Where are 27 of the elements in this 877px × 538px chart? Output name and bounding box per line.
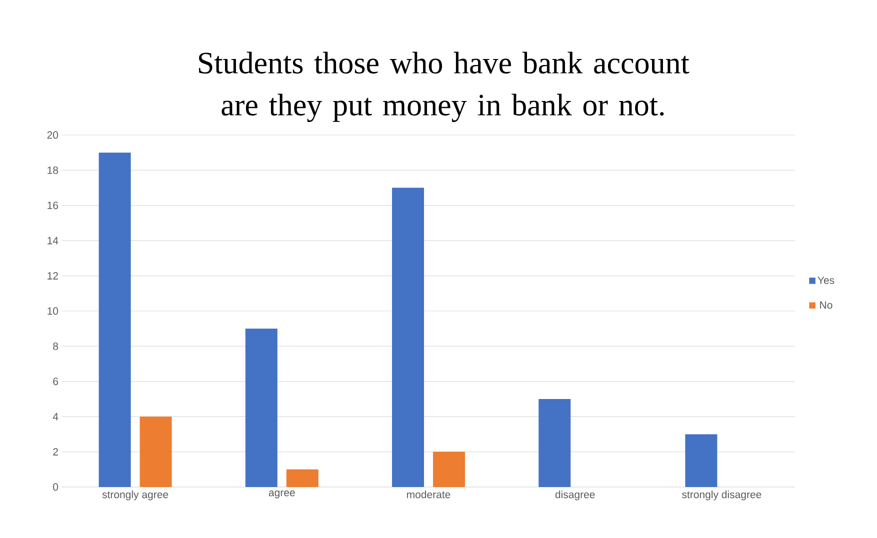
y-tick-label: 14 xyxy=(48,236,58,244)
y-tick-label: 0 xyxy=(53,483,58,491)
y-tick-label: 10 xyxy=(48,307,58,315)
y-tick-label: 18 xyxy=(48,166,58,174)
chart-title: Students those who have bank account are they put money in bank or not. xyxy=(199,52,690,122)
bar xyxy=(538,399,571,487)
bar xyxy=(286,469,318,487)
bar xyxy=(245,328,278,487)
x-tick-label: strongly disagree xyxy=(682,490,762,500)
legend-label: Yes xyxy=(818,276,834,284)
bar xyxy=(98,152,131,487)
x-tick-label: moderate xyxy=(407,490,450,498)
x-tick-label: agree xyxy=(268,490,295,498)
y-tick-label: 6 xyxy=(53,378,58,386)
y-tick-label: 4 xyxy=(52,412,58,420)
bar xyxy=(392,188,424,487)
y-tick-label: 2 xyxy=(53,448,58,456)
legend-label: No xyxy=(820,301,832,309)
x-tick-label: disagree xyxy=(555,490,595,500)
x-tick-label: strongly agree xyxy=(102,490,168,500)
y-tick-label: 8 xyxy=(53,342,58,350)
y-tick-label: 20 xyxy=(47,131,58,139)
bar xyxy=(140,416,172,487)
bar xyxy=(433,452,466,487)
bar xyxy=(685,434,718,487)
y-tick-label: 16 xyxy=(48,202,58,210)
y-tick-label: 12 xyxy=(48,272,58,280)
